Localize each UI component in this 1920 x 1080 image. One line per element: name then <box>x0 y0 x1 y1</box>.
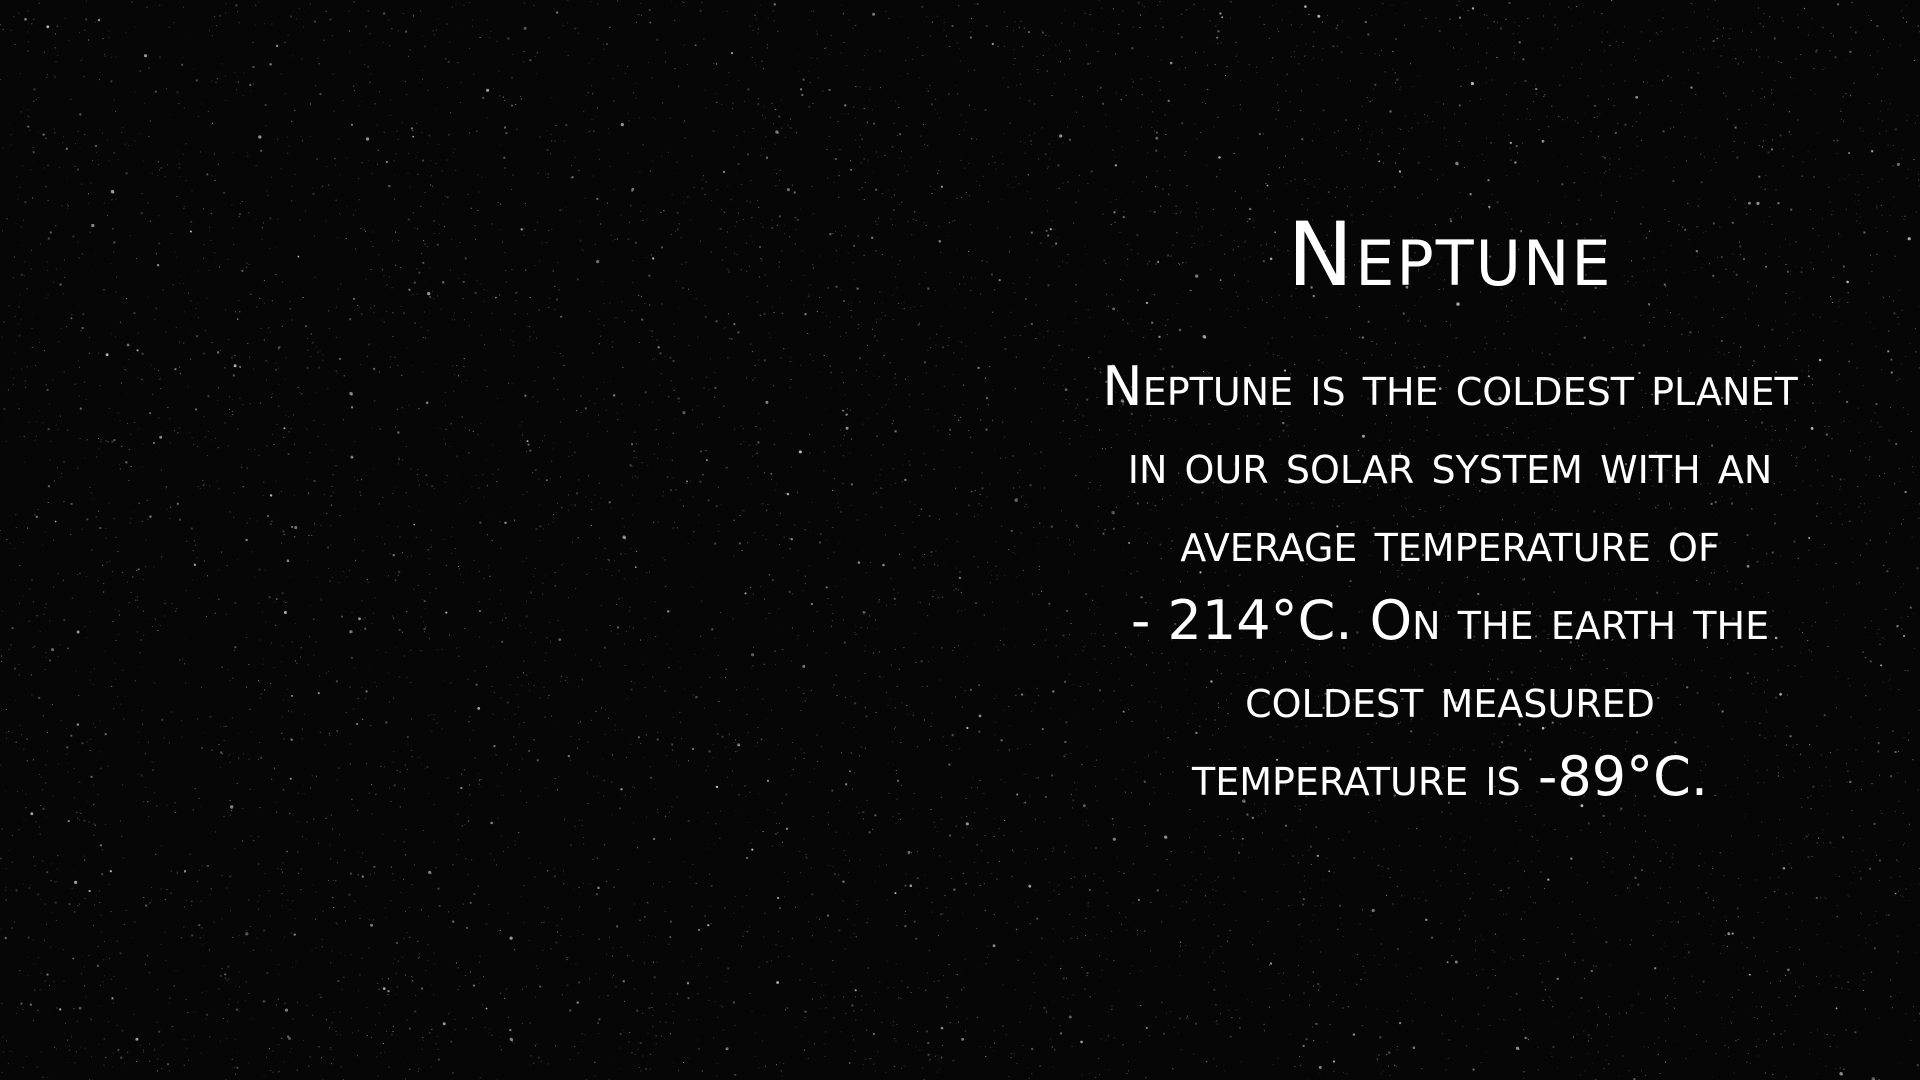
body-line: in our solar system with an <box>1127 433 1773 496</box>
body-line: Neptune is the coldest planet <box>1102 355 1798 418</box>
body-line: coldest measured <box>1245 667 1655 730</box>
body-line: temperature is -89°C. <box>1191 745 1708 808</box>
slide-title: Neptune <box>1287 203 1613 306</box>
slide-body: Neptune is the coldest planet in our sol… <box>1020 348 1880 816</box>
body-line: average temperature of <box>1180 511 1720 574</box>
text-panel: Neptune Neptune is the coldest planet in… <box>1020 200 1880 816</box>
body-line: - 214°C. On the earth the <box>1130 589 1770 652</box>
